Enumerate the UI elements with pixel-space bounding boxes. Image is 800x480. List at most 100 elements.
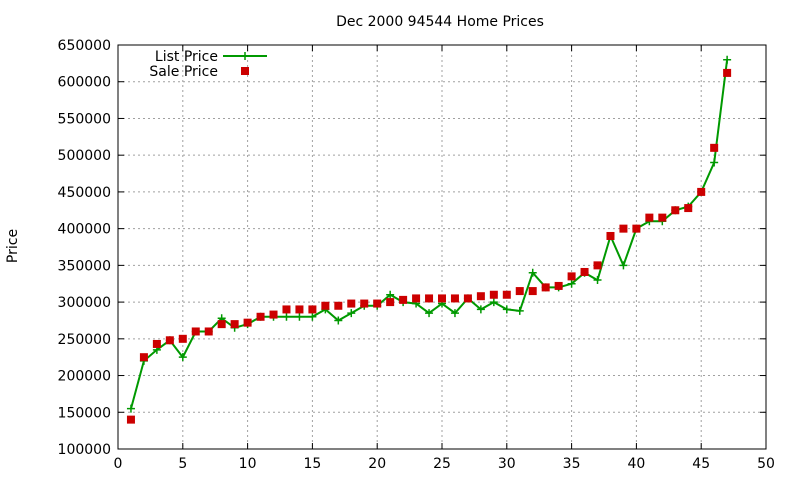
sale-price-point	[373, 299, 382, 308]
x-tick-label: 0	[114, 456, 123, 472]
sale-price-point	[541, 283, 550, 292]
legend-marker-sale-price	[241, 67, 249, 75]
sale-price-point	[593, 261, 602, 270]
sale-price-point	[450, 294, 459, 303]
list-price-point	[567, 279, 576, 288]
x-tick-label: 30	[498, 456, 516, 472]
sale-price-point	[606, 231, 615, 240]
sale-price-point	[645, 213, 654, 222]
sale-price-point	[243, 318, 252, 327]
sale-price-point	[269, 310, 278, 319]
legend-marker-list-price	[241, 52, 249, 60]
list-price-point	[126, 404, 135, 413]
list-price-point	[723, 55, 732, 64]
sale-price-point	[282, 305, 291, 314]
list-price-point	[489, 298, 498, 307]
sale-price-point	[619, 224, 628, 233]
x-tick-label: 15	[303, 456, 321, 472]
sale-price-point	[178, 334, 187, 343]
sale-price-point	[425, 294, 434, 303]
sale-price-point	[580, 267, 589, 276]
list-price-point	[334, 316, 343, 325]
sale-price-point	[502, 290, 511, 299]
axis-ticks: 0 5 10 15 20 25 30 35 40 45 50 100000 150000 200000 25…	[58, 38, 775, 472]
sale-price-point	[217, 320, 226, 329]
sale-price-point	[528, 287, 537, 296]
sale-price-point	[321, 301, 330, 310]
y-tick-label: 550000	[58, 111, 111, 127]
y-tick-label: 600000	[58, 75, 111, 91]
list-price-point	[593, 276, 602, 285]
sale-price-point	[386, 298, 395, 307]
series-line-list-price	[130, 59, 729, 409]
plot-area	[126, 55, 732, 424]
chart-title: Dec 2000 94544 Home Prices	[336, 14, 544, 30]
y-tick-label: 500000	[58, 148, 111, 164]
list-price-point	[450, 309, 459, 318]
legend-label-sale-price: Sale Price	[149, 64, 218, 80]
sale-price-point	[165, 336, 174, 345]
sale-price-point	[671, 206, 680, 215]
grid-lines	[118, 45, 766, 449]
sale-price-point	[308, 305, 317, 314]
sale-price-point	[489, 290, 498, 299]
list-price-point	[476, 305, 485, 314]
x-tick-label: 10	[239, 456, 257, 472]
x-tick-label: 45	[692, 456, 710, 472]
list-price-point	[386, 290, 395, 299]
legend: List Price Sale Price	[149, 49, 267, 80]
sale-price-point	[567, 272, 576, 281]
y-tick-label: 150000	[58, 405, 111, 421]
list-price-point	[515, 306, 524, 315]
x-tick-label: 20	[368, 456, 386, 472]
legend-label-list-price: List Price	[155, 49, 218, 65]
x-tick-label: 40	[627, 456, 645, 472]
sale-price-point	[399, 295, 408, 304]
x-tick-label: 25	[433, 456, 451, 472]
sale-price-point	[515, 287, 524, 296]
sale-price-point	[658, 213, 667, 222]
sale-price-point	[191, 327, 200, 336]
sale-price-point	[152, 339, 161, 348]
sale-price-point	[697, 187, 706, 196]
list-price-point	[528, 268, 537, 277]
sale-price-point	[139, 353, 148, 362]
list-price-point	[502, 305, 511, 314]
sale-price-point	[360, 299, 369, 308]
sale-price-point	[204, 327, 213, 336]
sale-price-point	[684, 204, 693, 213]
y-tick-label: 300000	[58, 295, 111, 311]
sale-price-point	[347, 299, 356, 308]
list-price-point	[619, 261, 628, 270]
sale-price-point	[632, 224, 641, 233]
sale-price-point	[334, 301, 343, 310]
list-price-point	[295, 312, 304, 321]
sale-price-point	[256, 312, 265, 321]
list-price-point	[710, 158, 719, 167]
sale-price-point	[438, 294, 446, 303]
sale-price-point	[463, 294, 472, 303]
y-tick-label: 450000	[58, 185, 111, 201]
sale-price-point	[554, 281, 563, 290]
plot-border	[117, 44, 767, 450]
y-tick-label: 400000	[58, 222, 111, 238]
sale-price-point	[723, 68, 732, 77]
y-tick-label: 100000	[58, 442, 111, 458]
x-tick-label: 50	[757, 456, 775, 472]
x-tick-label: 35	[563, 456, 581, 472]
y-tick-label: 650000	[58, 38, 111, 54]
x-tick-label: 5	[178, 456, 187, 472]
list-price-point	[425, 309, 434, 318]
y-tick-label: 250000	[58, 332, 111, 348]
list-price-point	[282, 312, 291, 321]
sale-price-point	[295, 305, 304, 314]
sale-price-point	[710, 143, 719, 152]
y-axis-label: Price	[5, 229, 21, 263]
list-price-point	[178, 353, 187, 362]
y-tick-label: 200000	[58, 369, 111, 385]
sale-price-point	[230, 320, 239, 329]
list-price-point	[347, 309, 356, 318]
list-price-point	[308, 312, 317, 321]
sale-price-point	[412, 294, 421, 303]
